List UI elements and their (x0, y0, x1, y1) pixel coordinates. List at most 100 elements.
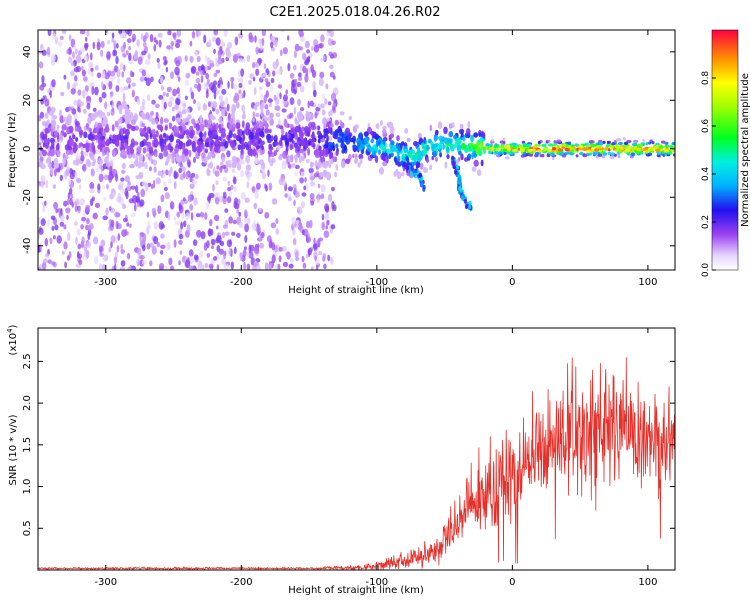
spectrogram-cell (331, 186, 335, 192)
spectrogram-cell (395, 142, 399, 149)
spectrogram-cell (397, 155, 401, 162)
spectrogram-cell (75, 178, 82, 184)
spectrogram-cell (44, 138, 49, 144)
spectrogram-cell (213, 30, 217, 34)
spectrogram-cell (270, 222, 277, 229)
spectrogram-cell (246, 263, 251, 270)
spectrogram-cell (40, 175, 46, 182)
spectrogram-cell (301, 255, 305, 263)
spectrogram-cell (127, 266, 133, 270)
spectrogram-cell (86, 103, 91, 110)
spectrogram-cell (227, 136, 231, 144)
spectrogram-cell (153, 236, 159, 245)
spectrogram-branch-cell (468, 204, 472, 210)
spectrogram-cell (102, 115, 107, 123)
spectrogram-cell (51, 53, 56, 63)
spectrogram-cell (122, 92, 126, 102)
spectrogram-cell (45, 179, 49, 189)
spectrogram-cell (167, 212, 171, 221)
spectrogram-cell (460, 153, 464, 161)
spectrogram-cell (206, 65, 212, 71)
spectrogram-cell (166, 156, 170, 163)
spectrogram-cell (201, 264, 205, 270)
spectrogram-cell (273, 150, 277, 157)
spectrogram-cell (98, 245, 104, 253)
spectrogram-cell (480, 159, 484, 167)
spectrogram-cell (92, 212, 98, 220)
spectrogram-cell (252, 220, 258, 230)
spectrogram-cell (67, 178, 71, 185)
spectrogram-cell (44, 98, 50, 107)
spectrogram-cell (39, 84, 45, 91)
spectrogram-cell (186, 140, 191, 146)
spectrogram-cell (216, 235, 222, 243)
spectrogram-cell (416, 155, 422, 163)
spectrogram-cell (154, 140, 160, 146)
spectrogram-cell (42, 95, 46, 100)
spectrogram-cell (328, 163, 332, 169)
spectrogram-cell (209, 161, 214, 169)
spectrogram-cell (444, 161, 448, 169)
spectrogram-cell (207, 228, 212, 237)
spectrogram-cell (41, 149, 48, 157)
spectrogram-cell (46, 46, 51, 56)
spectrogram-cell (214, 170, 220, 177)
spectrogram-cell (40, 180, 44, 189)
spectrogram-cell (229, 163, 232, 169)
spectrogram-cell (163, 101, 167, 110)
spectrogram-cell (125, 190, 129, 200)
spectrogram-cell (170, 40, 174, 47)
spectrogram-cell (553, 142, 557, 146)
spectrogram-cell (187, 194, 193, 203)
spectrogram-cell (285, 121, 288, 128)
spectrogram-cell (329, 145, 333, 151)
spectrogram-cell (76, 228, 81, 236)
spectrogram-cell (304, 60, 309, 66)
spectrogram-cell (379, 144, 384, 150)
spectrogram-cell (352, 135, 356, 143)
spectrogram-y-ticks: -40 -20 0 20 40 (22, 45, 675, 254)
spectrogram-cell (240, 169, 245, 178)
spectrogram-cell (313, 44, 319, 53)
spectrogram-cell (602, 140, 606, 144)
spectrogram-cell (245, 164, 251, 171)
spectrogram-cell (72, 51, 75, 59)
spectrogram-cell (648, 141, 652, 145)
spectrogram-cell (284, 137, 289, 145)
spectrogram-cell (380, 153, 385, 160)
spectrogram-cell (193, 197, 198, 206)
spectrogram-cell (318, 77, 324, 87)
spectrogram-cell (278, 255, 282, 263)
spectrogram-cell (309, 51, 313, 59)
spectrogram-cell (73, 201, 78, 206)
spectrogram-cell (448, 131, 454, 138)
spectrogram-cell (195, 123, 200, 131)
spectrogram-cell (91, 196, 95, 202)
spectrogram-cell (221, 88, 227, 95)
spectrogram-cell (178, 142, 183, 150)
spectrogram-cell (40, 218, 46, 227)
spectrogram-cell (126, 252, 131, 260)
spectrogram-cell (47, 163, 52, 168)
spectrogram-cell (551, 156, 555, 161)
spectrogram-cell (185, 129, 190, 136)
spectrogram-cell (544, 143, 547, 147)
spectrogram-cell (341, 149, 345, 154)
spectrogram-cell (193, 156, 196, 164)
spectrogram-cell (149, 155, 153, 162)
spectrogram-cell (294, 154, 298, 160)
spectrogram-cell (77, 98, 81, 106)
spectrogram-cell (45, 158, 50, 164)
spectrogram-cell (102, 215, 108, 221)
snr-x-axis-label: Height of straight line (km) (288, 585, 424, 596)
spectrogram-cell (83, 76, 88, 82)
spectrogram-cell (217, 57, 224, 65)
spectrogram-cell (81, 236, 85, 245)
spectrogram-cell (252, 61, 256, 69)
spectrogram-cell (139, 76, 145, 82)
spectrogram-cell (175, 42, 180, 49)
spectrogram-cell (207, 78, 210, 84)
spectrogram-cell (307, 147, 310, 156)
spectrogram-cell (176, 98, 180, 106)
spectrogram-cell (331, 40, 336, 46)
